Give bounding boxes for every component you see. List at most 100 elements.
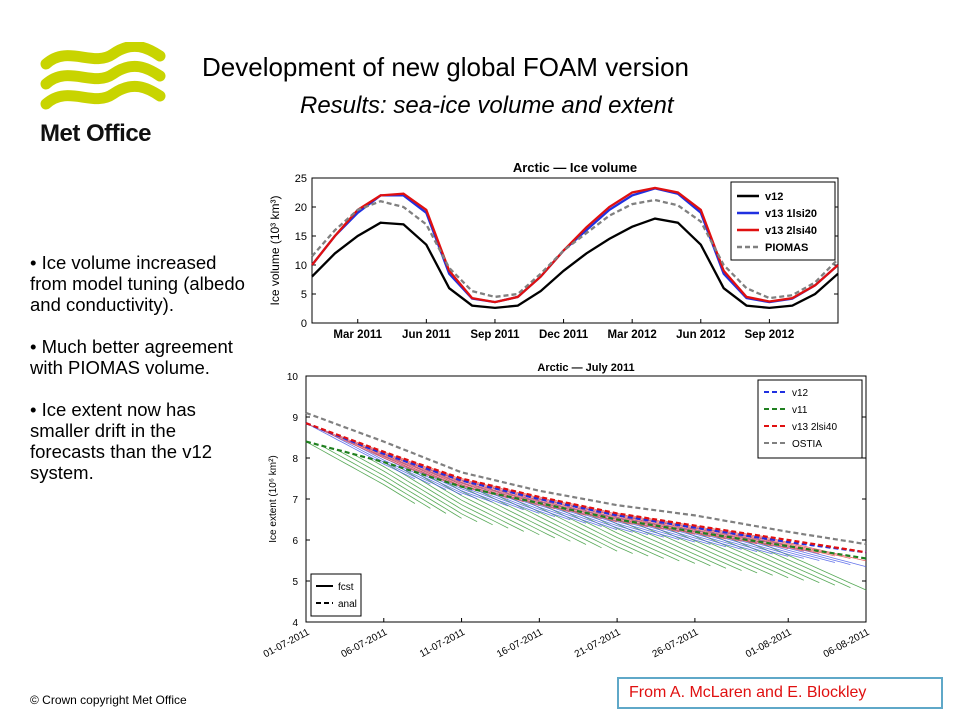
y-tick-label: 8 <box>292 454 298 465</box>
forecast-line <box>430 476 540 536</box>
forecast-line <box>523 494 633 533</box>
bullet-list: • Ice volume increased from model tuning… <box>30 252 255 504</box>
forecast-line <box>492 487 602 527</box>
forecast-line <box>756 541 867 591</box>
x-tick-label: Sep 2012 <box>744 329 794 341</box>
x-tick-label: 06-08-2011 <box>822 627 872 661</box>
forecast-line <box>632 521 742 571</box>
forecast-line <box>663 522 773 555</box>
x-tick-label: 21-07-2011 <box>573 627 623 661</box>
forecast-line <box>476 483 587 524</box>
forecast-line <box>368 445 478 492</box>
y-tick-label: 7 <box>292 495 298 506</box>
forecast-line <box>492 492 602 549</box>
forecast-line <box>679 524 789 557</box>
forecast-line <box>352 453 462 519</box>
x-tick-label: Sep 2011 <box>470 329 520 341</box>
series-line-PIOMAS <box>311 198 839 300</box>
forecast-line <box>414 464 524 511</box>
forecast-line <box>508 496 618 552</box>
legend-label: PIOMAS <box>765 242 808 254</box>
forecast-line <box>554 501 664 538</box>
forecast-line <box>710 529 820 561</box>
forecast-line <box>710 533 820 583</box>
legend-label: v11 <box>792 405 808 416</box>
x-tick-label: 11-07-2011 <box>418 627 467 660</box>
forecast-line <box>321 445 431 509</box>
x-tick-label: Dec 2011 <box>539 329 589 341</box>
forecast-line <box>585 512 696 564</box>
forecast-line <box>383 451 493 495</box>
forecast-line <box>679 528 789 579</box>
style-legend-label: fcst <box>338 582 354 593</box>
credit-box: From A. McLaren and E. Blockley <box>617 677 943 709</box>
forecast-line <box>694 527 804 559</box>
forecast-line <box>725 536 836 586</box>
bullet-item: • Ice extent now has smaller drift in th… <box>30 399 213 483</box>
forecast-line <box>601 511 711 545</box>
y-tick-label: 25 <box>295 173 307 185</box>
y-tick-label: 5 <box>292 577 298 588</box>
x-tick-label: 06-07-2011 <box>340 627 390 661</box>
forecast-line <box>523 499 633 554</box>
forecast-line <box>756 536 867 567</box>
series-line-v11 <box>305 440 867 560</box>
forecast-line <box>508 491 618 531</box>
legend-label: v12 <box>765 191 783 203</box>
forecast-line <box>663 526 773 576</box>
bullet-item: • Much better agreement with PIOMAS volu… <box>30 336 233 378</box>
forecast-line <box>539 502 649 557</box>
bullet-item: • Ice volume increased from model tuning… <box>30 252 245 315</box>
forecast-line <box>570 509 680 562</box>
chart-title: Arctic — July 2011 <box>537 362 634 374</box>
forecast-line <box>601 509 711 538</box>
forecast-line <box>570 503 680 533</box>
chart-title: Arctic — Ice volume <box>513 160 637 175</box>
legend-label: v13 2lsi40 <box>792 422 837 433</box>
ice-volume-chart: Arctic — Ice volume 0 5 10 15 20 25 Mar 2011 Jun… <box>268 160 839 341</box>
style-legend-box <box>310 573 362 617</box>
forecast-line <box>725 532 835 563</box>
forecast-line <box>321 428 431 485</box>
x-tick-label: 01-07-2011 <box>262 627 312 661</box>
met-office-logo <box>40 42 166 110</box>
series-line-v13-2lsi40 <box>305 422 867 554</box>
forecast-line <box>445 481 556 539</box>
forecast-line <box>741 538 851 588</box>
forecast-line <box>616 515 727 548</box>
forecast-line <box>694 531 804 581</box>
y-axis-label: Ice volume (10³ km³) <box>268 195 282 305</box>
forecast-line <box>601 515 711 567</box>
style-legend-label: anal <box>338 599 357 610</box>
forecast-line <box>741 534 851 565</box>
legend-label: v12 <box>792 388 809 399</box>
x-tick-label: Jun 2012 <box>676 329 725 341</box>
forecast-line <box>648 519 758 552</box>
forecast-line <box>368 457 478 522</box>
forecast-line <box>352 440 462 488</box>
series-line-v12 <box>305 422 867 554</box>
x-tick-label: 01-08-2011 <box>744 627 794 661</box>
y-axis-label: Ice extent (10⁶ km²) <box>268 455 279 542</box>
legend-label: v13 1lsi20 <box>765 208 817 220</box>
x-tick-label: 26-07-2011 <box>651 627 701 661</box>
forecast-line <box>336 449 447 514</box>
forecast-line <box>336 434 447 483</box>
series-line-OSTIA <box>305 411 867 546</box>
ice-extent-chart: Arctic — July 2011 4 5 6 7 8 9 10 01-07-2011 06-0… <box>262 362 872 660</box>
forecast-line <box>305 422 416 480</box>
y-tick-label: 0 <box>301 318 307 330</box>
page-subtitle: Results: sea-ice volume and extent <box>300 92 674 119</box>
forecast-line <box>399 456 509 499</box>
forecast-line <box>539 498 649 536</box>
x-tick-label: Mar 2012 <box>608 329 657 341</box>
y-tick-label: 10 <box>295 260 307 272</box>
forecast-line <box>585 508 696 543</box>
y-tick-label: 10 <box>287 372 299 383</box>
x-tick-label: Jun 2011 <box>402 329 451 341</box>
forecast-line <box>570 505 680 540</box>
x-tick-label: Mar 2011 <box>333 329 382 341</box>
x-tick-label: 16-07-2011 <box>495 627 545 661</box>
forecast-line <box>305 441 416 504</box>
